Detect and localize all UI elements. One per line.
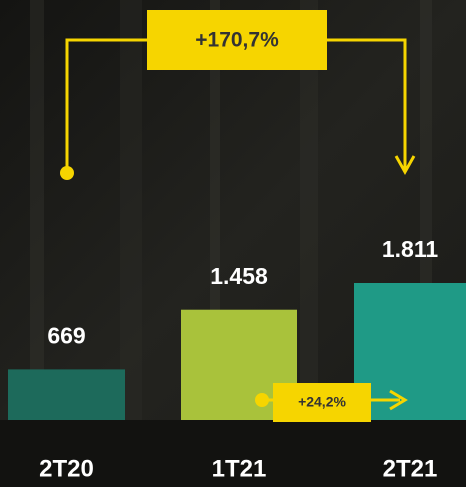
value-label: 1.458: [210, 263, 268, 289]
category-label: 2T20: [39, 455, 94, 482]
connector-dot: [255, 393, 269, 407]
bar: [354, 283, 466, 420]
annotation: +24,2%: [298, 394, 346, 410]
annotation-box: [273, 383, 371, 422]
connector-line: [327, 38, 407, 170]
connector-arrow: [394, 155, 416, 176]
connector-arrow: [389, 389, 408, 411]
annotations: [60, 38, 416, 180]
category-label: 2T21: [383, 455, 438, 482]
connector-line: [65, 38, 147, 172]
category-label: 1T21: [212, 455, 267, 482]
connector-dot: [60, 166, 74, 180]
annotation: +170,7%: [195, 29, 279, 52]
value-label: 669: [47, 322, 85, 348]
ground: [0, 420, 466, 487]
annotation-box: [147, 10, 327, 70]
value-label: 1.811: [382, 236, 438, 262]
bar: [8, 369, 125, 420]
